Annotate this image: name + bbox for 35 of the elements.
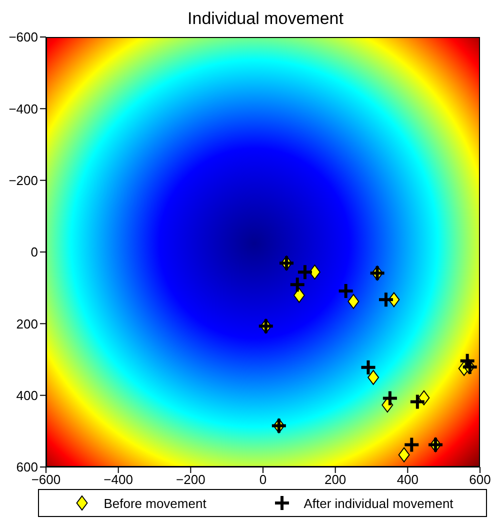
y-tick-label: −200: [8, 172, 38, 188]
x-tick-label: 600: [469, 472, 491, 488]
point: [308, 264, 320, 280]
legend-label: After individual movement: [304, 496, 454, 510]
point: [348, 294, 360, 309]
point: [368, 264, 386, 282]
y-tick-label: 400: [16, 388, 38, 403]
x-tick-label: 400: [396, 472, 419, 488]
chart-title: Individual movement: [186, 8, 344, 30]
y-tick-label: 200: [16, 316, 38, 332]
point: [377, 291, 394, 308]
point: [296, 264, 314, 281]
point: [381, 390, 398, 407]
x-tick-label: 0: [259, 472, 267, 488]
point: [270, 417, 288, 434]
point: [278, 254, 296, 272]
point: [288, 276, 306, 294]
point: [398, 447, 410, 462]
x-tick-label: −600: [31, 472, 61, 488]
y-tick-label: 600: [16, 460, 38, 475]
y-tick-label: −400: [8, 101, 38, 116]
legend-label: Before movement: [104, 496, 206, 510]
point: [337, 282, 354, 300]
y-tick-label: 0: [30, 244, 38, 260]
point: [368, 370, 380, 385]
x-tick-label: −400: [104, 472, 133, 488]
point: [257, 318, 274, 335]
point: [427, 436, 444, 454]
y-tick-label: −600: [8, 30, 38, 45]
x-tick-label: −200: [176, 472, 206, 488]
point: [360, 358, 377, 376]
point: [408, 393, 426, 410]
x-tick-label: 200: [324, 472, 346, 488]
point: [293, 288, 305, 303]
point: [403, 436, 420, 454]
